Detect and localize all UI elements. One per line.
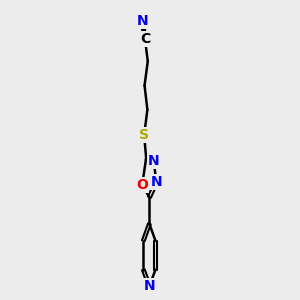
Text: N: N [148, 154, 160, 168]
Text: S: S [139, 128, 149, 142]
Text: N: N [136, 14, 148, 28]
Text: N: N [144, 279, 155, 293]
Text: N: N [150, 175, 162, 189]
Text: C: C [140, 32, 150, 46]
Text: O: O [136, 178, 148, 192]
